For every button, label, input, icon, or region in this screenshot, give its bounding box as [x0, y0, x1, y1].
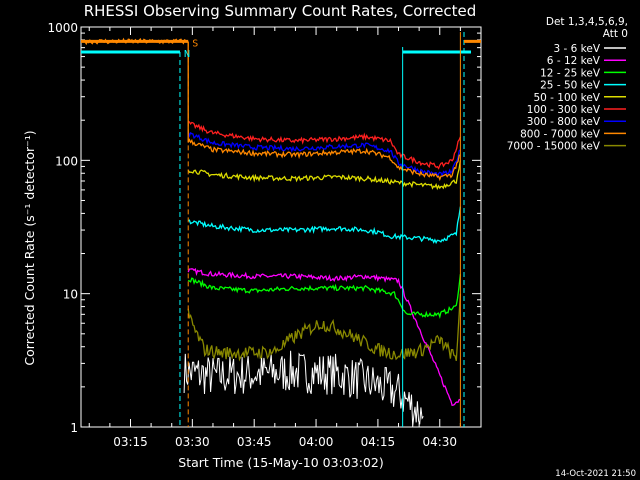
legend-label-6-12-kev: 6 - 12 keV: [547, 55, 601, 67]
plot-border: [80, 26, 482, 428]
legend-label-3-6-kev: 3 - 6 keV: [553, 43, 600, 55]
footer-date: 14-Oct-2021 21:50: [555, 469, 636, 479]
x-tick-label: 03:15: [113, 435, 148, 449]
y-axis-label: Corrected Count Rate (s⁻¹ detector⁻¹): [22, 130, 37, 365]
series-7000-15000-kev: [187, 293, 462, 362]
legend-label-25-50-kev: 25 - 50 keV: [540, 80, 601, 92]
indicator-label-n: N: [184, 49, 190, 60]
series-100-300-kev: [187, 120, 462, 170]
legend-label-800-7000-kev: 800 - 7000 keV: [520, 128, 601, 140]
series-50-100-kev: [187, 160, 462, 191]
y-tick-label: 1: [70, 421, 78, 435]
plot-frame: [80, 26, 482, 428]
x-axis-label: Start Time (15-May-10 03:03:02): [178, 455, 383, 470]
chart-title: RHESSI Observing Summary Count Rates, Co…: [84, 2, 477, 20]
x-tick-label: 04:30: [422, 435, 457, 449]
indicator-label-s: S: [192, 38, 198, 49]
y-tick-label: 10: [63, 288, 78, 302]
series-300-800-kev: [187, 131, 461, 179]
series-12-25-kev: [187, 274, 462, 319]
series-layer: NS: [81, 32, 481, 427]
legend-label-12-25-kev: 12 - 25 keV: [540, 67, 601, 79]
x-tick-label: 03:45: [237, 435, 272, 449]
legend-header-detectors: Det 1,3,4,5,6,9,: [546, 16, 628, 28]
legend-label-300-800-kev: 300 - 800 keV: [527, 116, 601, 128]
legend-label-50-100-kev: 50 - 100 keV: [533, 92, 600, 104]
y-tick-label: 1000: [47, 21, 78, 35]
series-25-50-kev: [187, 206, 462, 245]
legend-label-7000-15000-kev: 7000 - 15000 keV: [507, 141, 601, 153]
y-tick-label: 100: [55, 154, 78, 168]
series-3-6-kev: [183, 350, 424, 427]
legend-header-attenuator: Att 0: [603, 28, 628, 40]
x-tick-label: 04:15: [361, 435, 396, 449]
legend-label-100-300-kev: 100 - 300 keV: [527, 104, 601, 116]
x-tick-label: 03:30: [175, 435, 210, 449]
x-tick-label: 04:00: [299, 435, 334, 449]
x-axis: 03:15 03:30 03:45 04:00 04:15 04:30: [88, 27, 482, 449]
series-6-12-kev: [187, 267, 461, 407]
series-800-7000-kev: [84, 37, 461, 182]
y-axis: 1 10 100 1000: [47, 21, 481, 435]
